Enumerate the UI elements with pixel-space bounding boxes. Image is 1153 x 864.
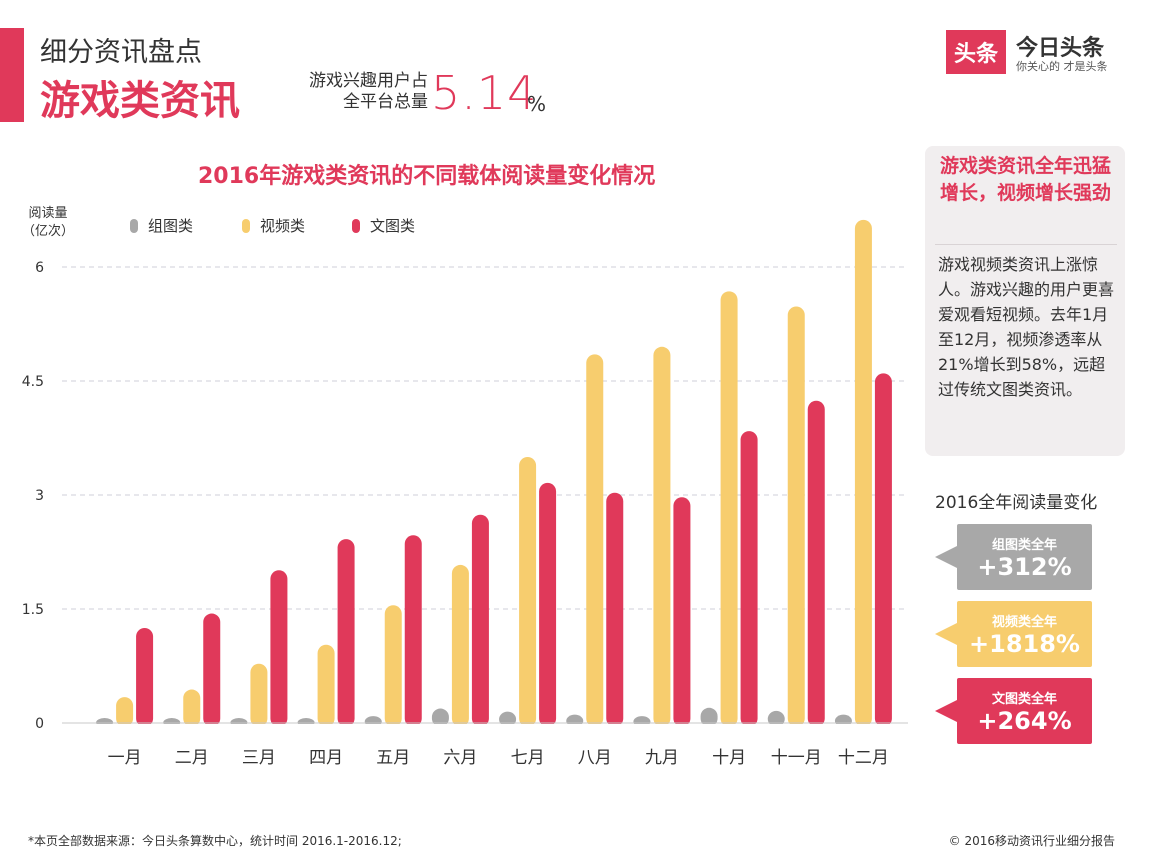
y-tick-label: 6 xyxy=(35,260,44,276)
chart-title: 2016年游戏类资讯的不同载体阅读量变化情况 xyxy=(198,164,656,189)
badge-arrow-icon xyxy=(935,546,957,568)
page-title: 游戏类资讯 xyxy=(40,78,240,124)
bar-video xyxy=(787,306,805,727)
insight-divider xyxy=(935,244,1117,245)
bar-article xyxy=(874,373,892,727)
legend-label: 视频类 xyxy=(260,217,306,235)
copyright-note: © 2016移动资讯行业细分报告 xyxy=(948,834,1115,848)
x-tick-label: 十一月 xyxy=(771,748,822,768)
badge-article-change: 文图类全年 +264% xyxy=(935,678,1092,744)
bar-article xyxy=(471,514,489,727)
bar-article xyxy=(606,492,624,727)
share-value: 5.14 xyxy=(431,66,538,120)
y-tick-label: 0 xyxy=(35,716,44,732)
bar-video xyxy=(586,354,604,727)
badge-label: 组图类全年 xyxy=(991,538,1057,553)
bar-video xyxy=(451,564,469,727)
x-tick-label: 十月 xyxy=(712,748,746,768)
badge-gallery-change: 组图类全年 +312% xyxy=(935,524,1092,590)
y-axis-label-line1: 阅读量 xyxy=(28,206,68,221)
share-label-line2: 全平台总量 xyxy=(343,92,428,112)
badge-arrow-icon xyxy=(935,700,957,722)
bar-article xyxy=(203,613,221,727)
bar-video xyxy=(720,291,738,727)
bar-video xyxy=(116,697,134,727)
x-tick-label: 九月 xyxy=(645,748,679,768)
bar-article xyxy=(136,628,154,727)
bar-article xyxy=(404,535,422,727)
logo-name: 今日头条 xyxy=(1016,36,1105,61)
insight-heading: 游戏类资讯全年迅猛增长，视频增长强劲 xyxy=(940,155,1112,204)
y-tick-label: 3 xyxy=(35,488,44,504)
annual-change-title: 2016全年阅读量变化 xyxy=(935,493,1098,513)
bar-article xyxy=(807,400,825,727)
bar-video xyxy=(519,457,537,727)
badge-video-change: 视频类全年 +1818% xyxy=(935,601,1092,667)
badge-label: 视频类全年 xyxy=(991,615,1057,630)
bar-gallery xyxy=(566,714,584,727)
x-tick-label: 十二月 xyxy=(838,748,889,768)
legend-swatch xyxy=(242,218,250,233)
x-tick-label: 一月 xyxy=(108,748,142,768)
badge-arrow-icon xyxy=(935,623,957,645)
bar-gallery xyxy=(431,708,449,727)
legend-swatch xyxy=(352,218,360,233)
y-tick-label: 1.5 xyxy=(22,602,44,618)
insight-body: 游戏视频类资讯上涨惊人。游戏兴趣的用户更喜爱观看短视频。去年1月至12月，视频渗… xyxy=(938,255,1115,399)
bar-article xyxy=(539,482,557,727)
bar-video xyxy=(183,689,201,727)
badge-value: +264% xyxy=(977,707,1072,735)
bar-video xyxy=(384,605,402,727)
bar-gallery xyxy=(700,707,718,727)
bar-article xyxy=(673,497,691,727)
y-axis-label: 阅读量 （亿次） xyxy=(22,205,74,241)
x-tick-label: 四月 xyxy=(309,748,343,768)
legend-swatch xyxy=(130,218,138,233)
x-tick-label: 七月 xyxy=(511,748,545,768)
share-label-line1: 游戏兴趣用户占 xyxy=(309,71,428,91)
badge-value: +1818% xyxy=(969,630,1080,658)
y-axis-label-line2: （亿次） xyxy=(22,224,75,239)
insight-panel xyxy=(925,146,1125,456)
badge-value: +312% xyxy=(977,553,1072,581)
x-tick-label: 六月 xyxy=(443,748,477,768)
bar-video xyxy=(653,346,671,727)
bar-article xyxy=(740,431,758,727)
legend-label: 文图类 xyxy=(370,217,416,235)
bar-chart: 0 1.5 3 4.5 6 一月 二月 三月 四月 五月 六月 七月 八月 九月 十月 十一月 十二月 xyxy=(22,219,908,768)
legend-item-video: 视频类 xyxy=(242,215,305,236)
bar-article xyxy=(337,539,355,727)
share-unit: % xyxy=(527,92,547,116)
page-subtitle: 细分资讯盘点 xyxy=(40,37,202,68)
header-accent-bar xyxy=(0,28,24,122)
x-tick-label: 二月 xyxy=(175,748,209,768)
logo-slogan: 你关心的 才是头条 xyxy=(1016,60,1108,73)
bar-gallery xyxy=(834,714,852,727)
y-tick-label: 4.5 xyxy=(22,374,44,390)
bar-video xyxy=(854,219,872,727)
x-tick-label: 三月 xyxy=(242,748,276,768)
legend-item-article: 文图类 xyxy=(352,215,415,236)
legend-item-gallery: 组图类 xyxy=(130,215,193,236)
toutiao-logo-icon: 头条 xyxy=(946,30,1006,74)
bar-video xyxy=(317,644,335,727)
badge-label: 文图类全年 xyxy=(991,692,1057,707)
x-tick-label: 五月 xyxy=(376,748,410,768)
bar-video xyxy=(250,663,268,727)
x-tick-label: 八月 xyxy=(578,748,612,768)
legend-label: 组图类 xyxy=(148,217,194,235)
bar-article xyxy=(270,570,288,727)
data-source-note: *本页全部数据来源：今日头条算数中心，统计时间 2016.1-2016.12; xyxy=(28,834,402,848)
baseline-mask xyxy=(62,724,908,730)
share-label: 游戏兴趣用户占 全平台总量 xyxy=(288,71,428,113)
